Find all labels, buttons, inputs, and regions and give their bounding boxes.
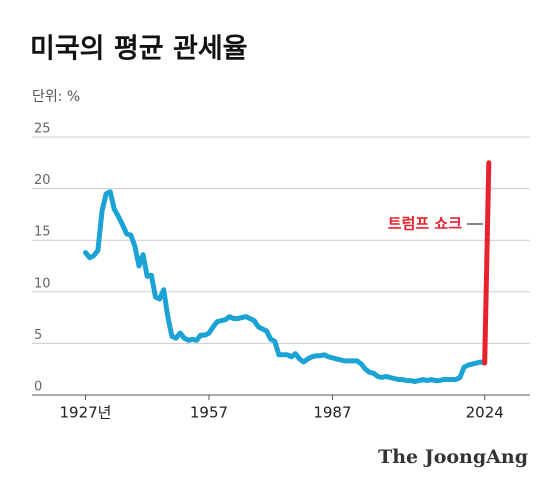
x-tick-label: 2024 [466,404,504,422]
annotation: 트럼프 쇼크 [388,215,462,233]
x-tick-label: 1927년 [60,404,112,422]
y-tick-label: 10 [34,276,51,291]
y-tick-label: 25 [34,122,51,137]
y-tick-label: 5 [34,328,42,343]
x-tick-label: 1957 [190,404,228,422]
source: The JoongAng [378,446,528,468]
y-tick-label: 0 [34,380,42,395]
series-line [482,160,492,366]
unit-label: 단위: % [32,89,80,105]
chart-title: 미국의 평균 관세율 [30,34,248,65]
series-line [83,189,488,385]
y-tick-label: 15 [34,225,51,240]
y-tick-label: 20 [34,173,51,188]
x-tick-label: 1987 [313,404,351,422]
